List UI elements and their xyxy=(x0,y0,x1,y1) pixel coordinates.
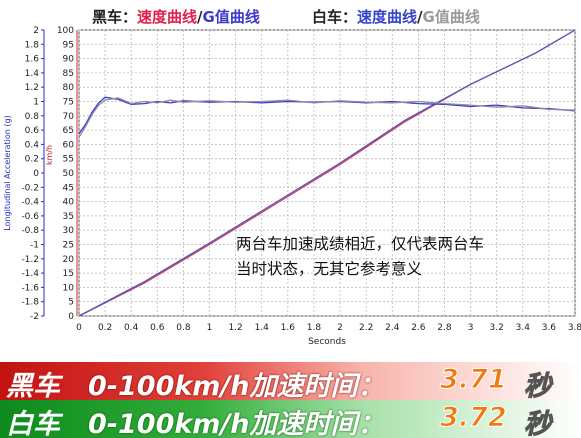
y-left-tick-label: 1 xyxy=(33,98,39,108)
legend-white-g: G值曲线 xyxy=(422,8,480,26)
y-right-tick-label: 50 xyxy=(63,169,75,179)
legend-white-sep: / xyxy=(417,8,423,26)
series-line xyxy=(78,29,576,317)
x-tick-label: 3 xyxy=(468,323,474,333)
y-left-tick-label: -2 xyxy=(30,312,39,322)
x-tick-label: 3.2 xyxy=(490,323,504,333)
y-left-tick-label: 0.6 xyxy=(25,126,40,136)
y-left-tick-label: -1.8 xyxy=(21,298,39,308)
y-right-tick-label: 35 xyxy=(63,212,74,222)
y-right-tick-label: 10 xyxy=(63,283,75,293)
x-tick-label: 2.4 xyxy=(385,323,400,333)
x-tick-label: 0.8 xyxy=(176,323,191,333)
note-line-2: 当时状态，无其它参考意义 xyxy=(236,260,423,278)
result-desc-white: 0-100km/h加速时间： xyxy=(88,409,385,438)
y-right-tick-label: 45 xyxy=(63,183,74,193)
y-right-tick-label: 55 xyxy=(63,155,74,165)
y-left-tick-label: 1.8 xyxy=(25,40,40,50)
x-tick-label: 3.6 xyxy=(542,323,557,333)
result-unit-black: 秒 xyxy=(524,371,552,401)
y-left-tick-label: 2 xyxy=(33,26,39,36)
legend-black-sep: / xyxy=(197,8,203,26)
result-car-white: 白车 xyxy=(6,409,60,438)
y-right-tick-label: 25 xyxy=(63,241,74,251)
y-left-tick-label: -1 xyxy=(30,241,39,251)
result-time-white: 3.72 xyxy=(440,402,508,434)
x-tick-label: 3.4 xyxy=(516,323,531,333)
x-tick-label: 1.4 xyxy=(255,323,270,333)
chart-note: 两台车加速成绩相近，仅代表两台车 当时状态，无其它参考意义 xyxy=(236,232,576,282)
x-tick-label: 2.2 xyxy=(359,323,373,333)
y-left-tick-label: 0 xyxy=(33,169,39,179)
legend-white-speed: 速度曲线 xyxy=(357,8,418,26)
y-left-tick-label: -1.2 xyxy=(21,255,39,265)
y-right-tick-label: 15 xyxy=(63,269,74,279)
x-axis-label: Seconds xyxy=(308,337,346,347)
legend-black-speed: 速度曲线 xyxy=(137,8,198,26)
y-left-axis-label: Longitudinal Acceleration (g) xyxy=(3,115,12,230)
series-line xyxy=(78,97,576,138)
result-car-black: 黑车 xyxy=(6,371,60,400)
y-left-tick-label: 0.2 xyxy=(25,155,39,165)
result-desc-black: 0-100km/h加速时间： xyxy=(88,371,385,400)
result-bar-white: 白车 0-100km/h加速时间： 3.72 秒 xyxy=(0,400,581,438)
y-left-tick-label: 0.8 xyxy=(25,112,40,122)
y-left-tick-label: 0.4 xyxy=(25,140,40,150)
x-tick-label: 0.2 xyxy=(98,323,112,333)
y-right-tick-label: 75 xyxy=(63,98,74,108)
y-right-tick-label: 0 xyxy=(68,312,74,322)
y-left-tick-label: 1.2 xyxy=(25,83,39,93)
acceleration-chart: 0 0.2 0.4 0.6 0.8 1 1.2 1.4 1.6 1.8 2 2.2 2.4 2.6 2.8 3… xyxy=(3,26,581,347)
y-left-tick-label: 1.4 xyxy=(25,69,40,79)
x-tick-label: 2 xyxy=(337,323,343,333)
x-tick-label: 1.2 xyxy=(228,323,242,333)
y-left-tick-label: -1.6 xyxy=(21,283,39,293)
note-line-1: 两台车加速成绩相近，仅代表两台车 xyxy=(236,235,485,253)
x-tick-label: 1.6 xyxy=(281,323,296,333)
y-right-tick-label: 80 xyxy=(63,83,75,93)
x-tick-label: 0 xyxy=(76,323,82,333)
x-tick-label: 0.6 xyxy=(150,323,165,333)
result-unit-white: 秒 xyxy=(524,409,552,438)
x-tick-label: 1 xyxy=(207,323,213,333)
y-right-tick-label: 40 xyxy=(63,198,75,208)
y-right-tick-label: 85 xyxy=(63,69,74,79)
x-tick-label: 2.8 xyxy=(437,323,452,333)
y-left-tick-label: -0.8 xyxy=(21,226,39,236)
y-right-tick-label: 70 xyxy=(63,112,75,122)
y-right-tick-label: 60 xyxy=(63,140,75,150)
y-right-tick-label: 20 xyxy=(63,255,75,265)
legend-white-label: 白车： xyxy=(312,8,358,26)
result-bar-black: 黑车 0-100km/h加速时间： 3.71 秒 xyxy=(0,362,581,400)
y-left-tick-label: -1.4 xyxy=(21,269,39,279)
y-left-tick-label: -0.2 xyxy=(21,183,39,193)
y-right-tick-label: 5 xyxy=(68,298,74,308)
x-tick-label: 2.6 xyxy=(411,323,426,333)
y-left-tick-label: -0.4 xyxy=(21,198,39,208)
legend-black-label: 黑车： xyxy=(92,8,138,26)
legend-white: 白车：速度曲线/G值曲线 xyxy=(312,6,480,27)
y-right-tick-label: 95 xyxy=(63,40,74,50)
legend-black-g: G值曲线 xyxy=(202,8,260,26)
y-left-tick-label: -0.6 xyxy=(21,212,39,222)
x-tick-label: 1.8 xyxy=(307,323,322,333)
x-tick-label: 3.8 xyxy=(568,323,581,333)
y-right-axis-label: km/h xyxy=(45,145,54,165)
y-left-tick-label: 1.6 xyxy=(25,55,40,65)
legend-black: 黑车：速度曲线/G值曲线 xyxy=(92,6,260,27)
result-time-black: 3.71 xyxy=(440,364,508,396)
y-right-tick-label: 65 xyxy=(63,126,74,136)
y-right-tick-label: 30 xyxy=(63,226,75,236)
y-right-tick-label: 100 xyxy=(57,26,74,36)
y-right-tick-label: 90 xyxy=(63,55,75,65)
x-tick-label: 0.4 xyxy=(124,323,139,333)
